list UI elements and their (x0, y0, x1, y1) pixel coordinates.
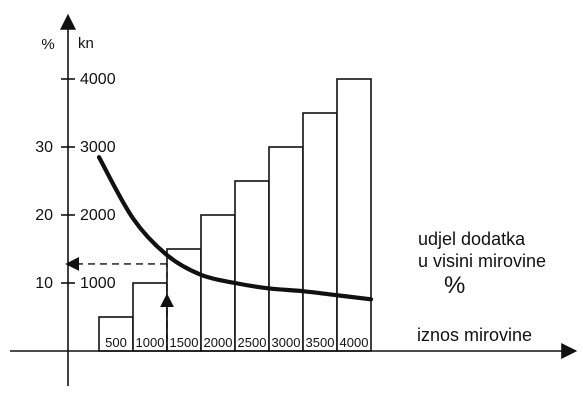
bar-3500 (302, 112, 338, 352)
series-label-line-2: u visini mirovine (418, 251, 546, 271)
guides-layer (65, 256, 174, 351)
axes-layer (10, 13, 578, 386)
percentage-curve (96, 155, 374, 302)
bar-4000 (336, 78, 372, 352)
percent-tick-label-10: 10 (35, 275, 53, 292)
bar-3000 (268, 146, 304, 352)
series-label-line-1: udjel dodatka (418, 229, 526, 249)
percent-axis-label: % (41, 36, 54, 53)
labels-layer: 500 1000 1500 2000 2500 3000 3500 4000% kn 1000 20… (35, 35, 546, 350)
x-category-label-4000: 4000 (340, 335, 369, 350)
percent-tick-label-20: 20 (35, 207, 53, 224)
kn-tick-label-3000: 3000 (80, 139, 116, 156)
kn-tick-label-1000: 1000 (80, 275, 116, 292)
x-category-label-2000: 2000 (204, 335, 233, 350)
x-category-label-1000: 1000 (136, 335, 165, 350)
x-axis-title: iznos mirovine (417, 325, 532, 345)
x-category-label-500: 500 (105, 335, 127, 350)
x-category-label-2500: 2500 (238, 335, 267, 350)
x-category-label-1500: 1500 (170, 335, 199, 350)
x-category-label-3000: 3000 (272, 335, 301, 350)
kn-axis-label: kn (78, 35, 94, 52)
bar-2500 (234, 180, 270, 352)
kn-tick-label-2000: 2000 (80, 207, 116, 224)
curve-layer (96, 155, 374, 302)
kn-tick-label-4000: 4000 (80, 71, 116, 88)
bars-layer (98, 78, 372, 352)
x-category-label-3500: 3500 (306, 335, 335, 350)
percent-tick-label-30: 30 (35, 139, 53, 156)
series-percent-symbol: % (444, 272, 465, 299)
